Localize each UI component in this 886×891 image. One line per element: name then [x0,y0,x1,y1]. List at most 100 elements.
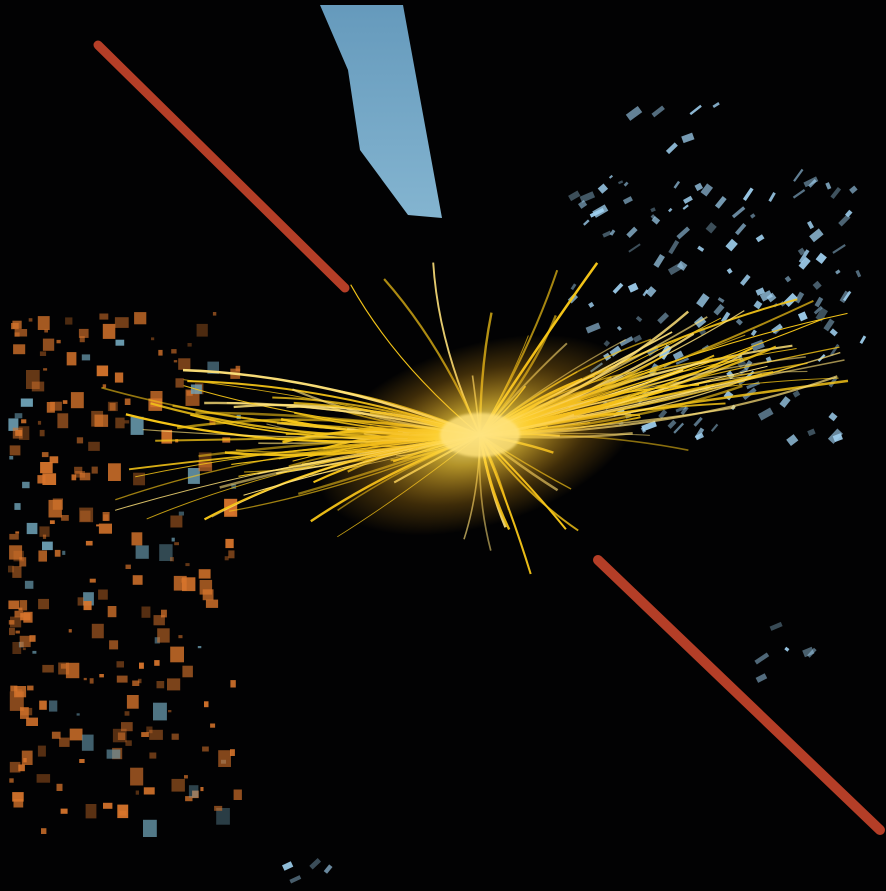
calorimeter-hit [8,600,19,610]
tracker-hit [830,186,842,200]
calorimeter-hit [135,790,139,795]
tracker-hit [608,174,614,179]
tracker-hit [705,222,717,234]
calorimeter-hit [158,349,163,356]
calorimeter-hit [42,338,55,351]
tracker-hit [794,291,805,304]
tracker-hit [642,289,649,297]
calorimeter-hit [137,678,142,684]
calorimeter-hit [81,734,94,751]
calorimeter-hit [79,507,94,523]
tracker-hit [622,196,633,205]
tracker-hit [714,195,727,209]
tracker-hit [672,350,684,361]
calorimeter-hit [20,613,31,621]
calorimeter-hit [96,524,100,527]
calorimeter-hit [42,534,47,539]
calorimeter-hit [57,413,69,429]
tracker-hit [309,858,322,870]
calorimeter-hit [51,731,61,739]
tracker-hit [855,269,862,278]
calorimeter-hit [149,752,157,759]
calorimeter-hit [171,349,177,354]
tracker-hit [640,426,647,434]
calorimeter-hit [168,710,172,713]
calorimeter-hit [79,336,85,343]
calorimeter-hit [91,466,98,474]
calorimeter-hit [44,329,48,333]
calorimeter-hit [14,610,24,618]
tracker-hit [838,214,851,227]
calorimeter-hit [225,538,234,549]
calorimeter-hit [99,674,104,678]
calorimeter-hit [39,526,50,537]
calorimeter-hit [178,511,184,516]
calorimeter-hit [85,804,97,819]
calorimeter-hit [209,418,216,426]
tracker-hit [588,301,595,309]
calorimeter-hit [85,540,93,546]
calorimeter-hit [15,430,23,436]
tracker-hit [798,249,810,264]
tracker-hit [673,422,685,434]
muon-lower-right [593,555,885,835]
tracker-hit [673,180,681,189]
calorimeter-hit [13,344,26,355]
calorimeter-hit [26,522,38,535]
calorimeter-hit [9,761,21,773]
calorimeter-hit [230,749,235,756]
calorimeter-hit [102,323,116,339]
calorimeter-hit [18,426,30,440]
tracker-hit [589,208,605,218]
calorimeter-hit [56,339,61,344]
tracker-hit [675,405,687,413]
calorimeter-hit [14,413,23,419]
calorimeter-hit [38,598,49,610]
calorimeter-hit [139,662,144,669]
calorimeter-hit [65,662,80,679]
calorimeter-hit [170,557,174,562]
tracker-hit [768,192,776,202]
calorimeter-hit [59,737,70,747]
calorimeter-hit [132,575,143,585]
calorimeter-hit [214,805,223,811]
calorimeter-hit [27,685,34,691]
tracker-hit [645,286,657,298]
calorimeter-hit [143,819,157,837]
tracker-hit [766,292,777,303]
calorimeter-hit [235,365,241,372]
calorimeter-hit [10,685,18,692]
tracker-hit [735,223,747,236]
calorimeter-hit [62,400,68,404]
calorimeter-hit [109,640,119,650]
calorimeter-hit [8,565,14,573]
calorimeter-hit [130,767,144,786]
tracker-hit [712,102,720,108]
tracker-hit [570,283,577,291]
tracker-hit [680,405,689,416]
calorimeter-hit [202,589,214,601]
tracker-hit [849,185,858,194]
calorimeter-hit [39,700,47,710]
calorimeter-hit [88,441,100,451]
calorimeter-hit [125,564,131,569]
calorimeter-hit [81,354,91,361]
calorimeter-hit [9,533,19,540]
tracker-hit [619,336,634,347]
tracker-hit [717,297,725,303]
calorimeter-hit [141,732,149,737]
calorimeter-hit [79,472,91,481]
calorimeter-hit [153,615,165,626]
tracker-hit [609,229,616,236]
tracker-hit [829,328,838,337]
tracker-hit [812,280,822,290]
calorimeter-hit [75,471,85,478]
tracker-hit [809,228,824,243]
calorimeter-hit [60,808,68,814]
calorimeter-hit [161,609,167,618]
tracker-hit [757,407,774,421]
calorimeter-hit [130,416,144,435]
tracker-hit [628,243,641,253]
calorimeter-hit [218,750,231,767]
calorimeter-hit [131,532,143,546]
